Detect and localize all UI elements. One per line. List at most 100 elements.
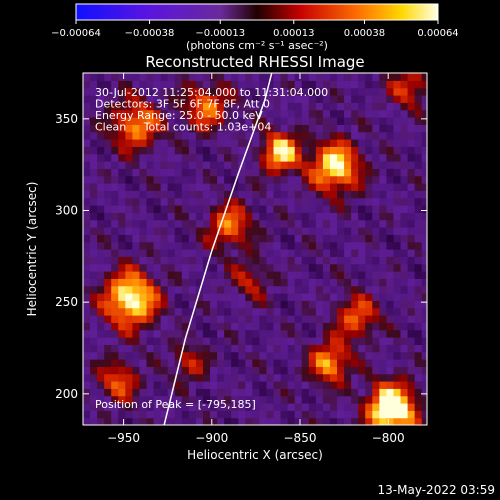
heatmap-cell — [280, 117, 289, 125]
heatmap-cell — [294, 271, 303, 279]
heatmap-cell — [153, 307, 162, 316]
heatmap-cell — [104, 278, 112, 287]
heatmap-cell — [111, 131, 119, 140]
heatmap-cell — [273, 190, 282, 199]
heatmap-cell — [344, 175, 352, 184]
heatmap-cell — [280, 417, 289, 425]
heatmap-cell — [280, 256, 289, 265]
heatmap-cell — [259, 241, 268, 250]
heatmap-cell — [329, 212, 338, 221]
heatmap-cell — [259, 87, 268, 96]
heatmap-cell — [146, 403, 155, 411]
heatmap-cell — [111, 153, 119, 162]
heatmap-cell — [245, 249, 253, 257]
heatmap-cell — [188, 263, 197, 272]
heatmap-cell — [111, 95, 119, 103]
heatmap-cell — [125, 73, 133, 81]
heatmap-cell — [231, 124, 239, 133]
heatmap-cell — [238, 373, 246, 382]
heatmap-cell — [379, 139, 388, 147]
heatmap-cell — [245, 322, 253, 331]
heatmap-cell — [160, 263, 169, 272]
heatmap-cell — [322, 73, 331, 81]
heatmap-cell — [329, 307, 338, 316]
heatmap-cell — [139, 161, 148, 169]
heatmap-cell — [379, 87, 388, 96]
heatmap-cell — [266, 95, 275, 103]
heatmap-cell — [238, 80, 246, 89]
heatmap-cell — [344, 256, 352, 265]
heatmap-cell — [83, 219, 91, 228]
heatmap-cell — [146, 373, 155, 382]
heatmap-cell — [111, 307, 119, 316]
heatmap-cell — [188, 373, 197, 382]
heatmap-cell — [280, 293, 289, 301]
heatmap-cell — [358, 278, 366, 287]
heatmap-cell — [266, 410, 275, 419]
heatmap-cell — [238, 190, 246, 199]
heatmap-cell — [372, 212, 380, 221]
heatmap-cell — [174, 381, 183, 389]
heatmap-cell — [407, 329, 416, 338]
heatmap-cell — [160, 146, 169, 155]
heatmap-cell — [358, 410, 366, 419]
heatmap-cell — [252, 190, 261, 199]
heatmap-cell — [181, 256, 190, 265]
heatmap-cell — [266, 300, 275, 309]
heatmap-cell — [132, 256, 141, 265]
heatmap-cell — [83, 205, 91, 213]
heatmap-cell — [245, 417, 253, 425]
heatmap-cell — [365, 168, 373, 177]
heatmap-cell — [217, 300, 225, 309]
heatmap-cell — [351, 95, 359, 103]
heatmap-cell — [393, 205, 402, 213]
heatmap-cell — [238, 322, 246, 331]
heatmap-cell — [224, 117, 232, 125]
heatmap-cell — [344, 381, 352, 389]
heatmap-cell — [280, 124, 289, 133]
heatmap-cell — [118, 161, 126, 169]
heatmap-cell — [174, 285, 183, 294]
heatmap-cell — [315, 95, 324, 103]
heatmap-cell — [146, 161, 155, 169]
heatmap-cell — [358, 388, 366, 397]
heatmap-cell — [181, 80, 190, 89]
heatmap-cell — [167, 315, 176, 323]
heatmap-cell — [125, 366, 133, 375]
heatmap-cell — [97, 359, 105, 367]
heatmap-cell — [322, 95, 331, 103]
heatmap-cell — [273, 329, 282, 338]
x-axis-ticks: −950 −900 −850 −800 — [107, 73, 405, 445]
heatmap-cell — [153, 124, 162, 133]
heatmap-cell — [174, 80, 183, 89]
heatmap-cell — [153, 337, 162, 345]
heatmap-cell — [202, 102, 211, 111]
heatmap-cell — [393, 87, 402, 96]
heatmap-cell — [372, 227, 380, 235]
heatmap-cell — [132, 307, 141, 316]
heatmap-cell — [294, 359, 303, 367]
heatmap-cell — [231, 263, 239, 272]
heatmap-cell — [160, 307, 169, 316]
heatmap-cell — [231, 293, 239, 301]
heatmap-cell — [83, 293, 91, 301]
heatmap-cell — [139, 322, 148, 331]
heatmap-cell — [174, 161, 183, 169]
heatmap-cell — [259, 315, 268, 323]
heatmap-cell — [344, 95, 352, 103]
heatmap-cell — [407, 381, 416, 389]
heatmap-cell — [421, 271, 427, 279]
heatmap-cell — [407, 322, 416, 331]
heatmap-cell — [195, 146, 204, 155]
heatmap-cell — [231, 410, 239, 419]
heatmap-cell — [146, 359, 155, 367]
heatmap-cell — [407, 153, 416, 162]
heatmap-cell — [118, 366, 126, 375]
heatmap-cell — [266, 168, 275, 177]
heatmap-cell — [174, 102, 183, 111]
heatmap-cell — [224, 388, 232, 397]
heatmap-cell — [266, 241, 275, 250]
heatmap-cell — [421, 161, 427, 169]
heatmap-cell — [224, 168, 232, 177]
heatmap-cell — [379, 381, 388, 389]
